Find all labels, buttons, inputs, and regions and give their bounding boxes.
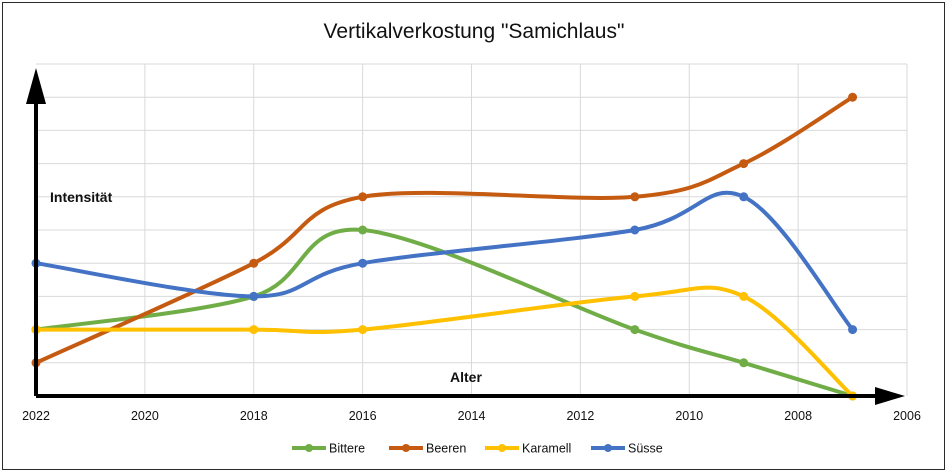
y-axis-arrowhead (26, 68, 46, 104)
x-tick-label: 2016 (349, 409, 377, 423)
legend-label: Karamell (522, 442, 571, 456)
x-tick-label: 2010 (675, 409, 703, 423)
data-point (739, 159, 749, 169)
data-point (358, 225, 368, 235)
data-point (739, 192, 749, 202)
series-karamell (31, 285, 858, 401)
data-point (630, 291, 640, 301)
legend-item-süsse: Süsse (591, 442, 663, 456)
x-axis-arrowhead (875, 387, 905, 405)
legend-marker (305, 444, 313, 452)
data-point (739, 291, 749, 301)
series-beeren (31, 92, 858, 368)
data-point (739, 358, 749, 368)
series-line-karamell (34, 285, 855, 398)
data-point (630, 192, 640, 202)
data-point (358, 325, 368, 335)
legend: Bittere Beeren Karamell Süsse (292, 442, 663, 456)
legend-label: Bittere (329, 442, 365, 456)
data-point (358, 192, 368, 202)
legend-label: Beeren (426, 442, 466, 456)
data-point (848, 325, 858, 335)
x-tick-label: 2022 (22, 409, 50, 423)
x-axis-label: Alter (450, 369, 482, 385)
data-point (630, 225, 640, 235)
legend-marker (402, 444, 410, 452)
data-point (358, 258, 368, 268)
x-tick-label: 2006 (893, 409, 921, 423)
legend-item-bittere: Bittere (292, 442, 365, 456)
legend-marker (498, 444, 506, 452)
series-line-süsse (34, 190, 855, 332)
data-point (249, 258, 259, 268)
data-point (249, 325, 259, 335)
legend-marker (604, 444, 612, 452)
series-süsse (31, 190, 858, 335)
x-tick-label: 2012 (566, 409, 594, 423)
legend-item-karamell: Karamell (485, 442, 571, 456)
data-point (848, 92, 858, 102)
axis-layer (26, 68, 905, 405)
series-layer (31, 92, 858, 401)
x-tick-label: 2020 (131, 409, 159, 423)
data-point (630, 325, 640, 335)
grid-layer (36, 63, 908, 396)
series-line-bittere (34, 227, 855, 398)
x-tick-label: 2018 (240, 409, 268, 423)
data-point (249, 291, 259, 301)
y-axis-label: Intensität (50, 189, 113, 205)
x-tick-label: 2014 (458, 409, 486, 423)
legend-label: Süsse (628, 442, 663, 456)
legend-item-beeren: Beeren (389, 442, 466, 456)
x-tick-label: 2008 (784, 409, 812, 423)
x-tick-labels: 2022 2020 2018 2016 2014 2012 2010 2008 2006 (22, 409, 921, 423)
chart-title: Vertikalverkostung "Samichlaus" (324, 20, 625, 43)
